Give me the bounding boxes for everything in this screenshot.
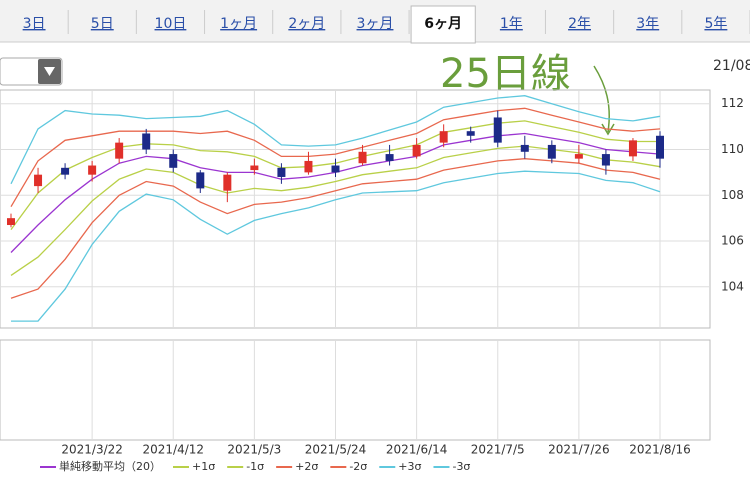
plot-frame bbox=[0, 89, 711, 329]
candle-body bbox=[250, 165, 259, 171]
candle-body bbox=[88, 165, 97, 175]
labels: 104 106 108 110 112 2021/3/22 2021/4/12 2021/5/… bbox=[61, 96, 744, 456]
legend-label: -2σ bbox=[349, 460, 367, 473]
candle-body bbox=[656, 135, 664, 159]
legend-label: +1σ bbox=[192, 460, 215, 473]
band-line bbox=[10, 95, 661, 185]
candle-body bbox=[358, 151, 367, 164]
candle-body bbox=[34, 174, 43, 187]
legend: 単純移動平均（20） +1σ -1σ +2σ -2σ +3σ -3σ bbox=[40, 459, 470, 473]
tab[interactable]: 1ヶ月 bbox=[220, 16, 257, 32]
legend-label: +2σ bbox=[295, 460, 318, 473]
legend-label: -1σ bbox=[246, 460, 264, 473]
band-line bbox=[11, 170, 661, 322]
candle-body bbox=[61, 167, 70, 175]
x-tick-label: 2021/5/3 bbox=[227, 443, 281, 457]
legend-label: +3σ bbox=[398, 460, 421, 473]
y-tick-label: 104 bbox=[721, 279, 744, 293]
candle-body bbox=[520, 144, 529, 152]
tab[interactable]: 3日 bbox=[23, 16, 46, 32]
date-label: 21/08 bbox=[713, 58, 750, 74]
candle-body bbox=[628, 140, 637, 157]
candle-body bbox=[142, 133, 151, 150]
candle-body bbox=[466, 131, 475, 136]
candle-body bbox=[304, 160, 313, 173]
x-tick-label: 2021/3/22 bbox=[61, 443, 123, 457]
candle-body bbox=[196, 172, 205, 189]
candle-body bbox=[439, 131, 448, 143]
candle-body bbox=[169, 154, 178, 168]
grid bbox=[0, 90, 710, 440]
tab[interactable]: 3年 bbox=[636, 16, 659, 32]
dropdown-arrow bbox=[44, 67, 55, 76]
candle-body bbox=[412, 144, 421, 157]
candle-body bbox=[574, 154, 583, 159]
candle-body bbox=[7, 218, 15, 226]
y-tick-label: 108 bbox=[721, 188, 744, 202]
tab-bar bbox=[0, 0, 750, 42]
tab[interactable]: 1年 bbox=[500, 16, 523, 32]
band-line bbox=[10, 107, 661, 208]
candle-body bbox=[115, 142, 124, 159]
legend-label: 単純移動平均（20） bbox=[59, 459, 161, 473]
x-tick-label: 2021/6/14 bbox=[386, 443, 448, 457]
candle-body bbox=[277, 167, 286, 177]
candle-body bbox=[223, 174, 232, 191]
candle-body bbox=[385, 154, 394, 161]
tab[interactable]: 10日 bbox=[155, 16, 187, 32]
x-tick-label: 2021/4/12 bbox=[142, 443, 204, 457]
lower-panel bbox=[0, 339, 711, 441]
candle-body bbox=[493, 117, 502, 143]
candle-body bbox=[601, 154, 610, 166]
tabs: 3日 5日 10日 1ヶ月 2ヶ月 3ヶ月 6ヶ月 1年 2年 3年 5年 bbox=[23, 5, 750, 44]
candle-body bbox=[547, 144, 556, 159]
y-tick-label: 112 bbox=[721, 96, 744, 110]
annotation-arrow bbox=[593, 65, 610, 133]
legend-label: -3σ bbox=[452, 460, 470, 473]
tab: 6ヶ月 bbox=[424, 16, 462, 32]
annotation-arrowhead bbox=[601, 123, 615, 136]
candles bbox=[7, 110, 664, 228]
tab[interactable]: 5日 bbox=[91, 16, 114, 32]
x-tick-label: 2021/7/26 bbox=[548, 443, 610, 457]
tab[interactable]: 5年 bbox=[704, 16, 727, 32]
y-tick-label: 106 bbox=[721, 234, 744, 248]
tab[interactable]: 3ヶ月 bbox=[357, 16, 394, 32]
tab[interactable]: 2年 bbox=[568, 16, 591, 32]
candle-body bbox=[331, 165, 340, 173]
tab[interactable]: 2ヶ月 bbox=[288, 16, 325, 32]
x-tick-label: 2021/7/5 bbox=[471, 443, 525, 457]
y-tick-label: 110 bbox=[721, 142, 744, 156]
x-tick-label: 2021/8/16 bbox=[629, 443, 691, 457]
x-tick-label: 2021/5/24 bbox=[305, 443, 367, 457]
tab-selected bbox=[410, 5, 476, 44]
annotation: 25日線 bbox=[440, 51, 571, 97]
